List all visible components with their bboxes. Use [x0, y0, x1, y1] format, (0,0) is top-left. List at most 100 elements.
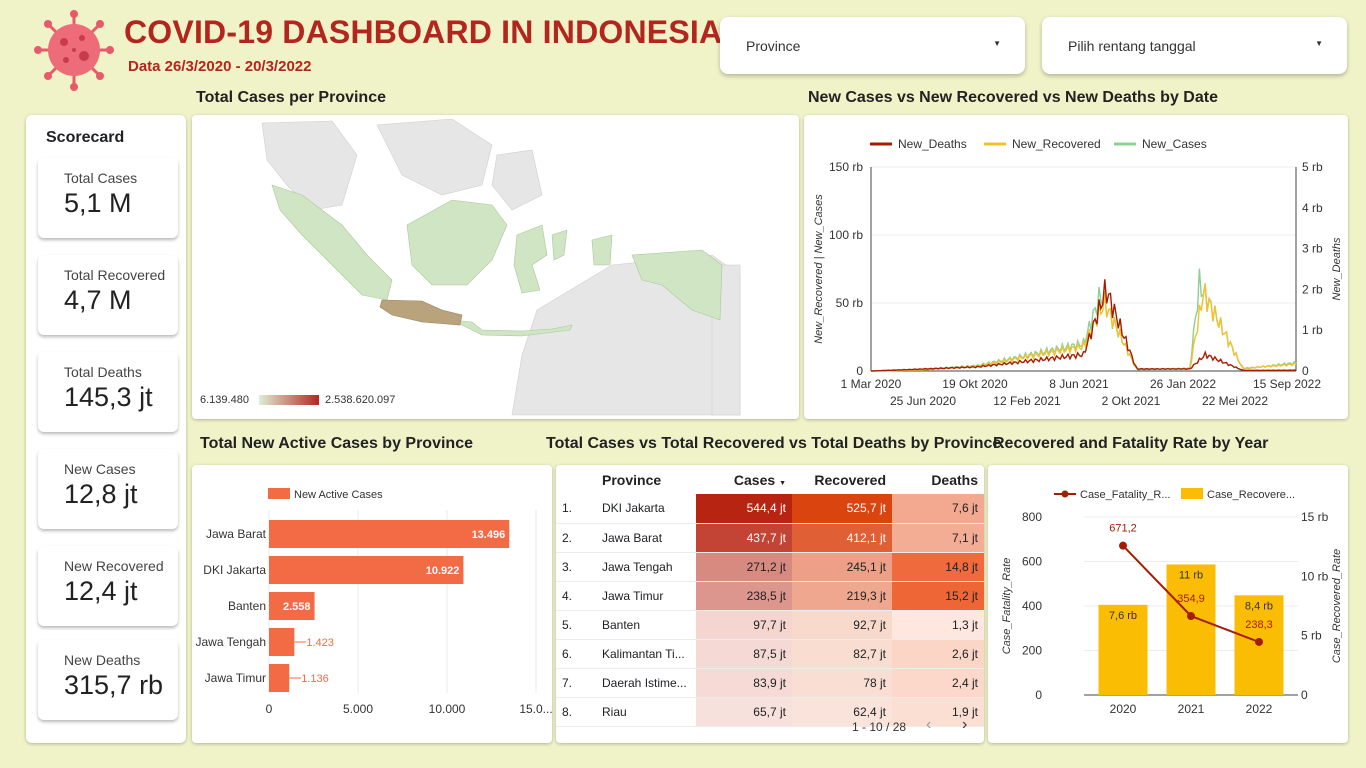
bar-chart-panel[interactable]: New Active Cases 0 5.000 10.000 15.0... Jawa …	[192, 465, 553, 743]
column-header-cases-label: Cases	[733, 471, 776, 488]
deaths-cell: 2,6 jt	[892, 639, 984, 669]
column-header-recovered[interactable]: Recovered	[814, 471, 886, 488]
deaths-cell: 1,9 jt	[892, 697, 984, 727]
table-row[interactable]: 6. Kalimantan Ti... 87,5 jt 82,7 jt 2,6 …	[556, 639, 984, 669]
table-row[interactable]: 7. Daerah Istime... 83,9 jt 78 jt 2,4 jt	[556, 668, 984, 698]
map-legend-gradient	[259, 395, 319, 405]
y2-tick-label: 10 rb	[1301, 569, 1329, 583]
x-tick-label: 1 Mar 2020	[841, 377, 902, 391]
new-cases-line-chart[interactable]: New_Deaths New_Recovered New_Cases 150 rb 10…	[804, 115, 1348, 419]
combo-chart-title: Recovered and Fatality Rate by Year	[993, 435, 1269, 452]
data-label: 10.922	[426, 565, 460, 577]
table-row[interactable]: 1. DKI Jakarta 544,4 jt 525,7 jt 7,6 jt	[556, 494, 984, 524]
cases-cell: 271,2 jt	[696, 552, 792, 582]
y-tick-label: 100 rb	[829, 228, 863, 242]
scorecard-value: 4,7 M	[64, 285, 132, 315]
series-line-new-recovered	[871, 284, 1297, 372]
y2-tick-label: 0	[1301, 688, 1308, 702]
recovered-cell: 245,1 jt	[792, 552, 892, 582]
recovered-cell: 525,7 jt	[792, 494, 892, 524]
series-line-new-cases	[870, 268, 1297, 372]
category-label: Jawa Barat	[206, 527, 267, 541]
category-label: Jawa Timur	[205, 671, 266, 685]
legend-label: Case_Recovere...	[1207, 489, 1295, 501]
line-chart-title: New Cases vs New Recovered vs New Deaths…	[808, 89, 1218, 106]
recovered-cell: 82,7 jt	[792, 639, 892, 669]
date-range-label: Pilih rentang tanggal	[1068, 38, 1196, 54]
row-number: 6.	[556, 639, 596, 669]
legend-label: Case_Fatality_R...	[1080, 489, 1170, 501]
map-legend: 6.139.480 2.538.620.097	[200, 394, 395, 406]
bar	[269, 628, 295, 656]
combo-chart-panel[interactable]: Case_Fatality_R... Case_Recovere... 800 600…	[988, 465, 1348, 743]
dropdown-caret-icon: ▼	[993, 39, 1001, 48]
cases-cell: 87,5 jt	[696, 639, 792, 669]
column-header-province[interactable]: Province	[602, 471, 662, 488]
x-tick-label: 15.0...	[519, 702, 552, 716]
y2-axis-title: New_Deaths	[1331, 237, 1343, 300]
row-number: 4.	[556, 581, 596, 611]
scorecard-value: 12,8 jt	[64, 479, 138, 509]
scorecard-label: Total Recovered	[64, 267, 166, 283]
y-tick-label: 400	[1022, 599, 1042, 613]
virus-icon	[34, 6, 122, 92]
recovered-cell: 412,1 jt	[792, 523, 892, 553]
deaths-cell: 7,1 jt	[892, 523, 984, 553]
new-active-cases-bar-chart[interactable]: New Active Cases 0 5.000 10.000 15.0... Jawa …	[192, 465, 553, 743]
bar	[269, 664, 290, 692]
y2-tick-label: 2 rb	[1302, 282, 1323, 296]
scorecard-title: Scorecard	[46, 129, 125, 146]
province-filter-label: Province	[746, 38, 801, 54]
bar	[269, 556, 464, 584]
scorecard-label: Total Cases	[64, 170, 138, 186]
table-row[interactable]: 8. Riau 65,7 jt 62,4 jt 1,9 jt	[556, 697, 984, 727]
indonesia-map[interactable]: 6.139.480 2.538.620.097	[192, 115, 799, 419]
sort-desc-icon[interactable]: ▼	[779, 479, 786, 487]
province-cell: Riau	[596, 697, 696, 727]
row-number: 1.	[556, 494, 596, 524]
table-row[interactable]: 5. Banten 97,7 jt 92,7 jt 1,3 jt	[556, 610, 984, 640]
y-tick-label: 800	[1022, 510, 1042, 524]
scorecard-new-deaths: New Deaths 315,7 rb	[38, 640, 178, 720]
table-row[interactable]: 3. Jawa Tengah 271,2 jt 245,1 jt 14,8 jt	[556, 552, 984, 582]
x-tick-label: 10.000	[429, 702, 466, 716]
province-cell: Kalimantan Ti...	[596, 639, 696, 669]
province-map-panel[interactable]: 6.139.480 2.538.620.097	[192, 115, 799, 419]
bar	[1166, 564, 1216, 695]
bar	[269, 520, 510, 548]
province-filter-dropdown[interactable]: Province ▼	[720, 17, 1025, 74]
table-row[interactable]: 4. Jawa Timur 238,5 jt 219,3 jt 15,2 jt	[556, 581, 984, 611]
column-header-cases[interactable]: Cases ▼	[696, 465, 792, 494]
column-header-deaths[interactable]: Deaths	[931, 471, 978, 488]
line-data-label: 671,2	[1109, 523, 1137, 535]
scorecard-value: 145,3 jt	[64, 382, 153, 412]
chevron-right-icon[interactable]: ›	[962, 716, 968, 733]
date-range-dropdown[interactable]: Pilih rentang tanggal ▼	[1042, 17, 1347, 74]
y2-tick-label: 5 rb	[1301, 629, 1322, 643]
recovered-fatality-combo-chart[interactable]: Case_Fatality_R... Case_Recovere... 800 600…	[988, 465, 1348, 743]
line-chart-panel[interactable]: New_Deaths New_Recovered New_Cases 150 rb 10…	[804, 115, 1348, 419]
recovered-cell: 219,3 jt	[792, 581, 892, 611]
cases-cell: 97,7 jt	[696, 610, 792, 640]
category-label: Banten	[228, 599, 266, 613]
province-cell: Jawa Timur	[596, 581, 696, 611]
row-number: 2.	[556, 523, 596, 553]
x-tick-label: 2020	[1110, 702, 1137, 716]
y-axis-title: Case_Fatality_Rate	[1001, 558, 1013, 655]
bar-data-label: 11 rb	[1179, 569, 1203, 581]
scorecard-value: 12,4 jt	[64, 576, 138, 606]
deaths-cell: 14,8 jt	[892, 552, 984, 582]
date-range-subtitle: Data 26/3/2020 - 20/3/2022	[128, 58, 312, 75]
legend-label: New_Recovered	[1012, 137, 1101, 151]
map-legend-max: 2.538.620.097	[325, 394, 395, 406]
scorecard-new-recovered: New Recovered 12,4 jt	[38, 546, 178, 626]
legend-marker	[1061, 490, 1069, 498]
line-data-label: 238,3	[1245, 619, 1273, 631]
scorecard-value: 5,1 M	[64, 188, 132, 218]
table-row[interactable]: 2. Jawa Barat 437,7 jt 412,1 jt 7,1 jt	[556, 523, 984, 553]
chevron-left-icon[interactable]: ‹	[926, 716, 932, 733]
x-tick-label: 2022	[1246, 702, 1273, 716]
province-table-panel[interactable]: Province Cases ▼ Recovered Deaths 1. DKI…	[556, 465, 984, 743]
province-cell: DKI Jakarta	[596, 494, 696, 524]
scorecard-total-recovered: Total Recovered 4,7 M	[38, 255, 178, 335]
